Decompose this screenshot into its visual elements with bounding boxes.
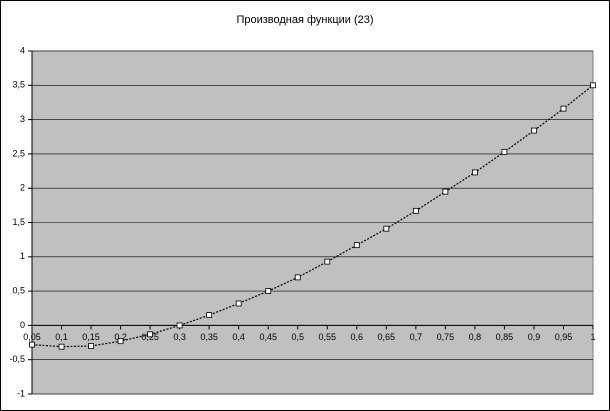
- y-tick-label: 3: [20, 114, 25, 124]
- marker: [590, 82, 596, 89]
- y-tick-label: 0,5: [12, 285, 25, 295]
- y-tick-label: 4: [20, 45, 25, 55]
- chart-title: Производная функции (23): [236, 14, 373, 26]
- x-tick-label: 0,85: [496, 332, 514, 342]
- marker: [176, 322, 183, 329]
- x-tick-label: 0,55: [318, 332, 336, 342]
- marker: [560, 105, 567, 112]
- marker: [412, 207, 419, 214]
- x-tick-label: 0,4: [232, 332, 245, 342]
- x-tick-label: 0,15: [82, 332, 100, 342]
- y-tick-label: 2: [20, 183, 25, 193]
- marker: [235, 300, 242, 307]
- y-tick-label: 3,5: [12, 80, 25, 90]
- y-tick-label: 1: [20, 251, 25, 261]
- y-tick-label: -1: [17, 388, 25, 398]
- x-tick-label: 0,35: [200, 332, 218, 342]
- x-tick-label: 0,05: [23, 332, 41, 342]
- marker: [531, 127, 537, 134]
- x-tick-label: 0,75: [437, 332, 455, 342]
- x-tick-label: 0,45: [259, 332, 277, 342]
- x-tick-label: 0,8: [469, 332, 482, 342]
- marker: [88, 343, 94, 349]
- x-tick-label: 0,5: [291, 332, 304, 342]
- marker: [206, 312, 213, 319]
- y-tick-label: 2,5: [12, 148, 25, 158]
- x-tick-label: 0,3: [173, 332, 186, 342]
- y-tick-label: 0: [20, 320, 25, 330]
- marker: [294, 274, 301, 281]
- marker: [501, 148, 508, 155]
- y-tick-label: 1,5: [12, 217, 25, 227]
- marker: [29, 341, 35, 348]
- marker: [442, 188, 449, 195]
- line: [31, 84, 594, 348]
- x-tick-label: 0,65: [378, 332, 396, 342]
- marker: [471, 169, 478, 176]
- x-tick-label: 0,7: [410, 332, 423, 342]
- marker: [265, 288, 272, 295]
- x-tick-label: 0,95: [555, 332, 573, 342]
- x-tick-label: 0,1: [55, 332, 68, 342]
- marker: [117, 338, 124, 345]
- marker: [58, 343, 65, 350]
- x-tick-label: 0,2: [114, 332, 127, 342]
- marker: [147, 331, 154, 338]
- x-tick-label: 1: [590, 332, 595, 342]
- x-tick-label: 0,9: [528, 332, 541, 342]
- x-tick-label: 0,6: [351, 332, 364, 342]
- marker: [383, 225, 390, 232]
- marker: [353, 242, 360, 249]
- y-tick-label: -0,5: [9, 354, 25, 364]
- marker: [324, 258, 331, 265]
